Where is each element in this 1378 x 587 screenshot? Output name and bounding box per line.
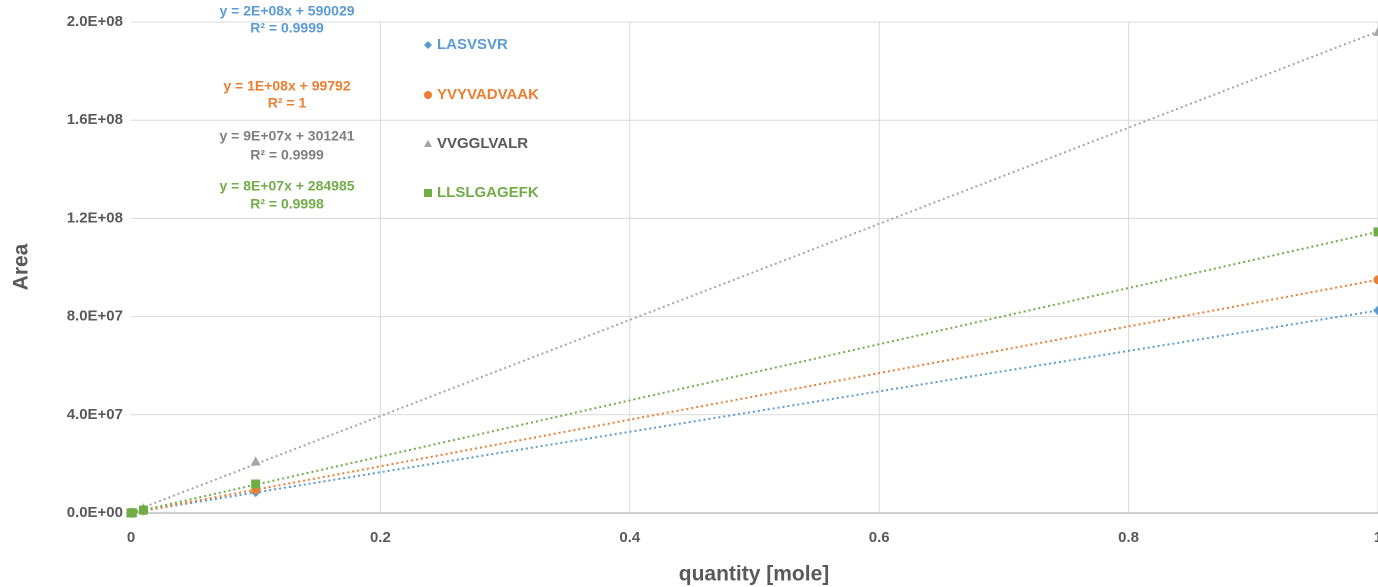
point	[1373, 305, 1378, 316]
y-tick-label: 2.0E+08	[67, 13, 123, 30]
trendline-label: R² = 1	[268, 95, 307, 111]
y-tick-label: 0.0E+00	[67, 504, 123, 521]
x-tick-label: 0.4	[619, 529, 641, 546]
legend-marker	[424, 91, 432, 99]
legend-marker	[424, 140, 432, 147]
x-tick-label: 0.2	[370, 529, 391, 546]
legend-marker	[424, 41, 432, 49]
legend-label: YVYVADVAAK	[437, 86, 539, 103]
point	[250, 456, 261, 466]
point	[138, 505, 148, 515]
x-axis-title: quantity [mole]	[679, 563, 830, 586]
x-tick-label: 0	[127, 529, 135, 546]
trendline-label: y = 9E+07x + 301241	[219, 128, 354, 144]
x-tick-label: 0.6	[869, 529, 890, 546]
trendline-label: R² = 0.9998	[250, 196, 324, 212]
y-axis-title: Area	[10, 243, 33, 290]
point	[127, 508, 137, 518]
y-tick-label: 1.2E+08	[67, 209, 123, 226]
trendline-label: y = 8E+07x + 284985	[219, 178, 354, 194]
y-tick-label: 8.0E+07	[67, 308, 123, 325]
trendline-label: R² = 0.9999	[250, 147, 324, 163]
trendline	[130, 278, 1378, 514]
trendline	[130, 30, 1378, 514]
point	[1373, 26, 1378, 36]
trendline	[130, 309, 1378, 514]
x-tick-label: 0.8	[1118, 529, 1139, 546]
x-tick-label: 1	[1374, 529, 1378, 546]
point	[1373, 275, 1378, 285]
trendline-label: R² = 0.9999	[250, 20, 324, 36]
y-tick-label: 4.0E+07	[67, 406, 123, 423]
legend-label: LLSLGAGEFK	[437, 184, 539, 201]
legend-label: LASVSVR	[437, 36, 508, 53]
point	[251, 479, 261, 489]
trendline-label: y = 2E+08x + 590029	[219, 3, 354, 19]
legend-label: VVGGLVALR	[437, 135, 528, 152]
y-tick-label: 1.6E+08	[67, 111, 123, 128]
trendline	[130, 230, 1378, 514]
trendline-label: y = 1E+08x + 99792	[223, 78, 350, 94]
legend-marker	[424, 189, 432, 197]
point	[1373, 227, 1378, 237]
